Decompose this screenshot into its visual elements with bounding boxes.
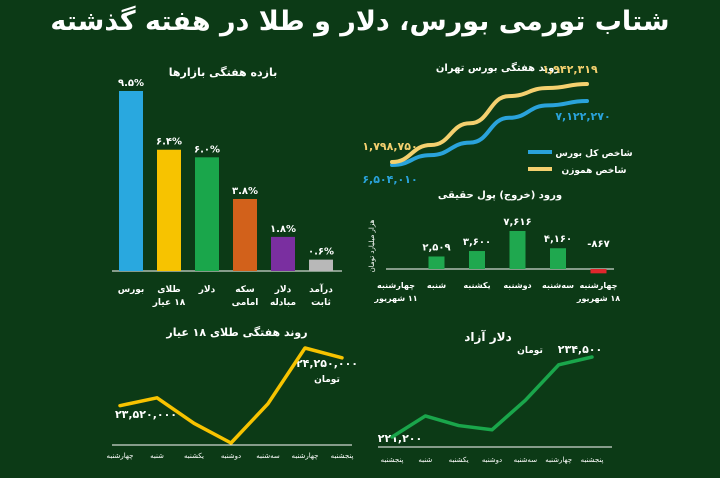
gold-unit-label: تومان (314, 375, 340, 385)
returns-title: بازده هفتگی بازارها (169, 66, 277, 79)
flow-category-label: دوشنبه (503, 281, 531, 290)
return-value-label: ۹.۵% (118, 78, 144, 89)
flow-value-label: ۷,۶۱۶ (503, 217, 531, 228)
flow-category-label: یکشنبه (463, 281, 490, 290)
bourse-start-main-label: ۶,۵۰۴,۰۱۰ (362, 173, 417, 186)
dollar-title: دلار آزاد (464, 329, 511, 344)
gold-end-label: ۲۴,۲۵۰,۰۰۰ (296, 357, 358, 370)
gold-x-tick: چهارشنبه (107, 452, 134, 460)
dollar-unit-label: تومان (517, 346, 543, 356)
return-value-label: ۱.۸% (270, 224, 296, 235)
flow-category-label: ۱۸ شهریور (576, 294, 620, 303)
return-bar (233, 199, 257, 271)
dollar-x-tick: سه‌شنبه (514, 456, 538, 464)
flow-chart: ورود (خروج) پول حقیقی هزار میلیارد تومان… (368, 190, 620, 303)
flow-bar (509, 231, 526, 269)
return-bar (195, 157, 219, 271)
gold-x-tick: پنجشنبه (331, 452, 354, 460)
flow-bar (590, 269, 607, 274)
bourse-end-eq-label: ۱,۹۴۲,۳۱۹ (542, 63, 598, 76)
return-category-label: امامی (232, 298, 259, 308)
gold-x-tick: یکشنبه (184, 452, 204, 460)
flow-category-label: ۱۱ شهریور (373, 294, 417, 303)
return-category-label: دلار (274, 285, 292, 295)
dollar-chart: دلار آزاد ۲۲۱,۲۰۰ ۲۳۴,۵۰۰ تومان پنجشنبه ش… (378, 329, 612, 464)
legend-label-main: شاخص کل بورس (555, 149, 632, 159)
return-bar (309, 259, 333, 271)
dollar-start-label: ۲۲۱,۲۰۰ (378, 432, 422, 445)
flow-category-label: چهارشنبه (377, 281, 415, 290)
flow-title: ورود (خروج) پول حقیقی (438, 190, 562, 201)
flow-value-label: -۸۶۷ (587, 239, 609, 250)
returns-chart: بازده هفتگی بازارها ۹.۵% بورس ۶.۴% طلای ۱۸ ع… (112, 66, 342, 308)
bourse-title: روند هفتگی بورس تهران (436, 61, 560, 74)
gold-x-tick: شنبه (150, 452, 164, 460)
return-value-label: ۰.۶% (308, 247, 334, 258)
gold-title: روند هفتگی طلای ۱۸ عیار (165, 326, 307, 339)
return-category-label: بورس (118, 285, 145, 295)
dollar-x-tick: پنجشنبه (381, 456, 404, 464)
dollar-x-tick: دوشنبه (482, 456, 502, 464)
gold-start-label: ۲۳,۵۲۰,۰۰۰ (115, 408, 177, 421)
return-category-label: ۱۸ عیار (152, 298, 186, 308)
return-category-label: مبادله (270, 298, 296, 308)
return-value-label: ۶.۴% (156, 137, 182, 148)
flow-value-label: ۲,۵۰۹ (422, 242, 450, 253)
flow-category-label: سه‌شنبه (542, 281, 574, 290)
return-value-label: ۳.۸% (232, 186, 258, 197)
return-category-label: دلار (198, 285, 216, 295)
dollar-x-tick: پنجشنبه (581, 456, 604, 464)
return-category-label: درآمد (309, 283, 333, 295)
dollar-x-tick: چهارشنبه (545, 456, 572, 464)
bourse-main-line (390, 99, 589, 167)
dollar-x-tick: یکشنبه (449, 456, 469, 464)
flow-bar (428, 256, 445, 269)
flow-value-label: ۳,۶۰۰ (463, 237, 491, 248)
flow-bar (469, 251, 485, 269)
gold-chart: روند هفتگی طلای ۱۸ عیار ۲۳,۵۲۰,۰۰۰ ۲۴,۲۵… (107, 326, 359, 460)
gold-x-tick: دوشنبه (221, 452, 241, 460)
bourse-eq-line (390, 82, 589, 164)
return-category-label: سکه (235, 285, 255, 295)
return-category-label: طلای (157, 285, 181, 295)
return-bar (271, 236, 295, 271)
return-value-label: ۶.۰% (194, 144, 220, 155)
bourse-end-main-label: ۷,۱۲۲,۲۷۰ (555, 110, 610, 123)
flow-bar (550, 248, 566, 269)
return-category-label: ثابت (311, 298, 331, 308)
return-bar (157, 149, 181, 271)
flow-category-label: شنبه (427, 281, 446, 290)
flow-category-label: چهارشنبه (580, 281, 618, 290)
flow-unit-label: هزار میلیارد تومان (368, 219, 376, 272)
dollar-x-tick: شنبه (418, 456, 432, 464)
dollar-end-label: ۲۳۴,۵۰۰ (558, 343, 602, 356)
dollar-line (390, 355, 594, 439)
bourse-chart: روند هفتگی بورس تهران ۱,۹۴۲,۳۱۹ ۷,۱۲۲,۲۷… (362, 61, 632, 186)
gold-x-tick: چهارشنبه (292, 452, 319, 460)
return-bar (119, 91, 143, 271)
gold-line (118, 346, 344, 445)
page-title: شتاب تورمی بورس، دلار و طلا در هفته گذشت… (50, 6, 670, 37)
legend-label-eq: شاخص هموزن (562, 166, 627, 176)
flow-value-label: ۴,۱۶۰ (544, 234, 572, 245)
gold-x-tick: سه‌شنبه (256, 452, 280, 460)
bourse-start-eq-label: ۱,۷۹۸,۷۵۰ (362, 140, 417, 153)
